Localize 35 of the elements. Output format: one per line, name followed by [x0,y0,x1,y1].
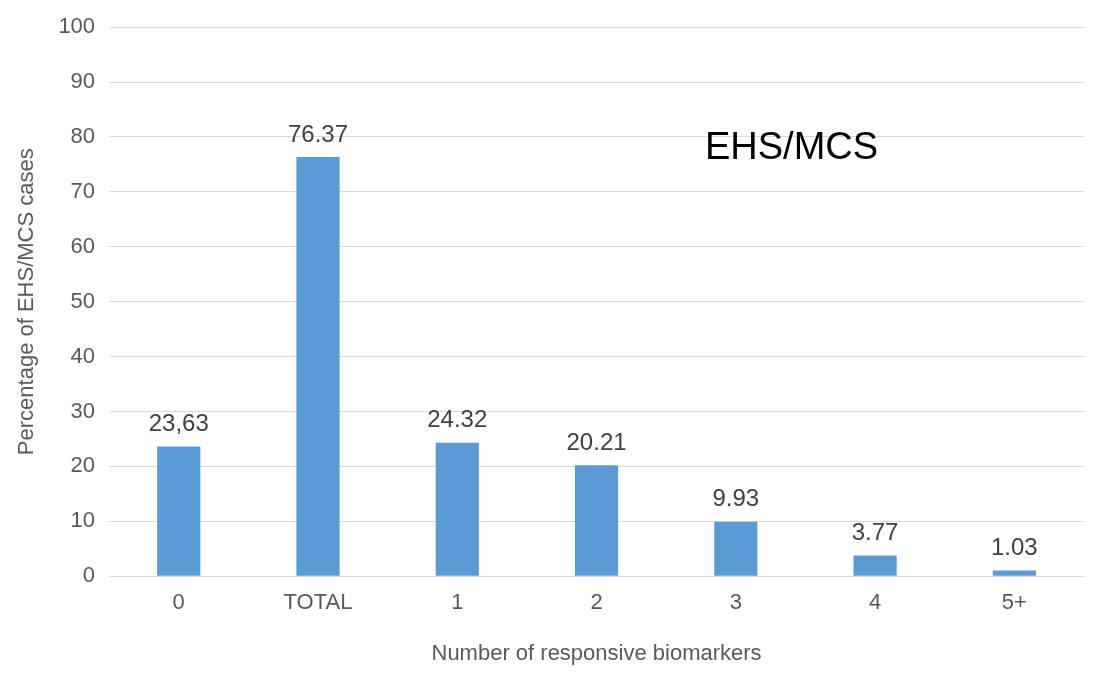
x-tick-label: 1 [451,589,464,615]
x-tick-label: TOTAL [283,589,353,615]
data-label: 24.32 [427,405,488,433]
y-tick-label: 70 [70,177,96,203]
y-axis-title: Percentage of EHS/MCS cases [13,148,39,456]
y-tick-label: 90 [70,68,96,94]
bar [435,442,479,576]
y-tick-label: 40 [70,342,96,368]
data-label: 23,63 [148,409,209,437]
bar [157,446,201,576]
y-tick-label: 30 [70,397,96,423]
bar [296,156,340,576]
x-tick-label: 4 [868,589,882,615]
x-axis-title: Number of responsive biomarkers [431,639,762,665]
data-label: 20.21 [566,427,627,455]
x-tick-label: 2 [590,589,603,615]
y-tick-label: 0 [82,562,96,588]
y-tick-label: 10 [70,507,96,533]
y-tick-label: 60 [70,232,96,258]
y-tick-label: 20 [70,452,96,478]
data-label: 76.37 [287,119,349,147]
data-label: 3.77 [851,518,899,546]
data-label: 1.03 [991,533,1038,561]
data-label: 9.93 [712,484,760,512]
y-tick-label: 50 [70,287,96,313]
x-tick-label: 5+ [1001,589,1027,615]
x-tick-label: 3 [729,589,742,615]
y-tick-label: 80 [70,123,96,149]
bar [574,465,619,576]
bar [992,570,1036,576]
bar [714,521,758,576]
annotation: EHS/MCS [704,124,879,167]
x-tick-label: 0 [172,589,185,615]
y-tick-label: 100 [58,13,96,39]
bar [853,555,897,576]
